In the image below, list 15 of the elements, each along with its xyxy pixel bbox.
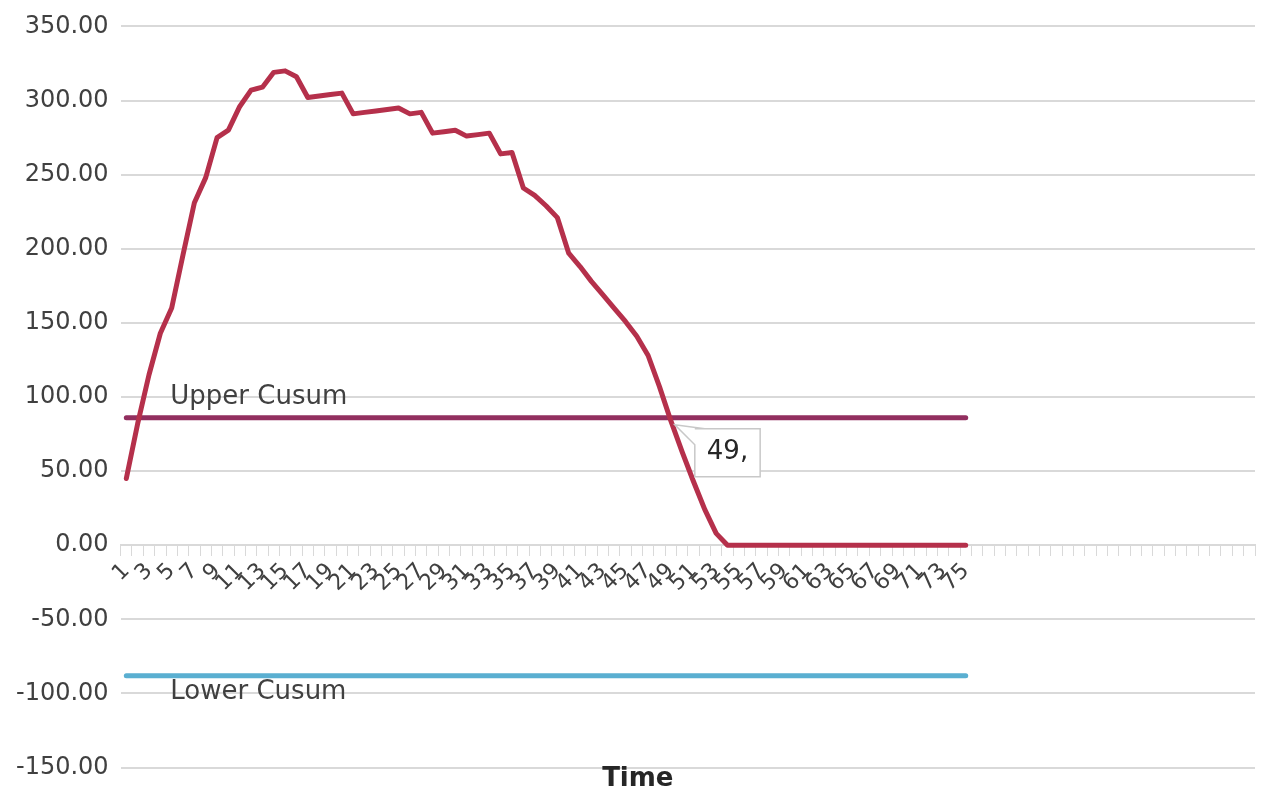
y-tick-label: -50.00 [31, 603, 109, 632]
y-tick-label: -150.00 [16, 751, 109, 780]
y-tick-label: 250.00 [24, 158, 109, 187]
y-tick-label: -100.00 [16, 677, 109, 706]
y-tick-label: 0.00 [55, 529, 109, 558]
series-label: Lower Cusum [170, 675, 347, 706]
annotation: 49, [706, 435, 749, 466]
y-tick-label: 350.00 [24, 10, 109, 39]
y-tick-label: 200.00 [24, 232, 109, 261]
y-tick-label: 100.00 [24, 381, 109, 410]
y-tick-label: 50.00 [39, 455, 109, 484]
y-tick-label: 150.00 [24, 307, 109, 336]
x-axis-title: Time [602, 761, 674, 792]
y-tick-label: 300.00 [24, 84, 109, 113]
series-label: Upper Cusum [170, 379, 348, 410]
